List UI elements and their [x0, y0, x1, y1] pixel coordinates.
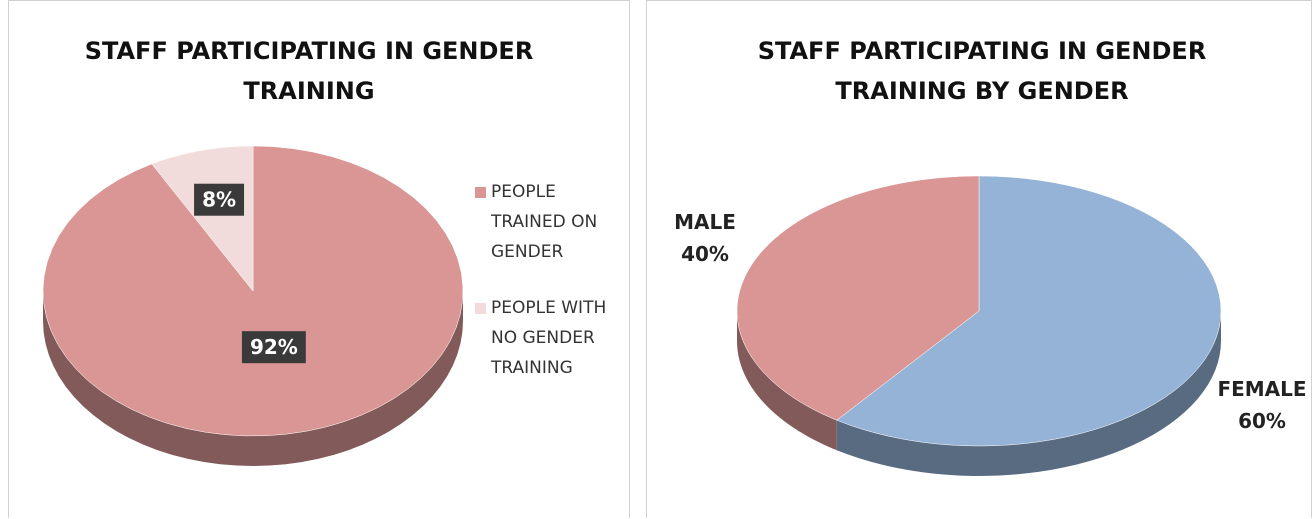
pie-slice [736, 175, 980, 421]
chart-title: STAFF PARTICIPATING IN GENDER TRAINING B… [757, 37, 1207, 105]
data-label: 92% [250, 335, 298, 359]
chart-panel: STAFF PARTICIPATING IN GENDER TRAINING B… [646, 0, 1312, 518]
legend-item: PEOPLE TRAINED ON GENDER [469, 177, 619, 267]
data-label: 40% [681, 242, 729, 266]
legend: PEOPLE TRAINED ON GENDER PEOPLE WITH NO G… [469, 177, 619, 409]
data-label: 60% [1238, 409, 1286, 433]
chart-title: STAFF PARTICIPATING IN GENDER TRAINING [84, 37, 534, 105]
data-label: 8% [202, 188, 236, 212]
legend-swatch [475, 187, 486, 198]
chart: FEMALE 60% MALE 40% [674, 175, 1307, 476]
category-label: MALE [674, 210, 736, 234]
legend-item: PEOPLE WITH NO GENDER TRAINING [469, 293, 619, 383]
pie-side [836, 311, 1221, 476]
category-label: FEMALE [1217, 377, 1306, 401]
legend-label: PEOPLE TRAINED ON GENDER [491, 182, 598, 262]
pie-side [737, 311, 837, 451]
legend-swatch [475, 303, 486, 314]
label-box [241, 331, 306, 364]
pie-slice [151, 145, 254, 292]
label-box [194, 183, 245, 216]
legend-label: PEOPLE WITH NO GENDER TRAINING [491, 298, 607, 378]
pie-slice [836, 175, 1222, 447]
chart: 92% 8% [42, 145, 464, 466]
chart-panel: STAFF PARTICIPATING IN GENDER TRAINING 9… [8, 0, 630, 518]
pie-side [43, 291, 463, 466]
